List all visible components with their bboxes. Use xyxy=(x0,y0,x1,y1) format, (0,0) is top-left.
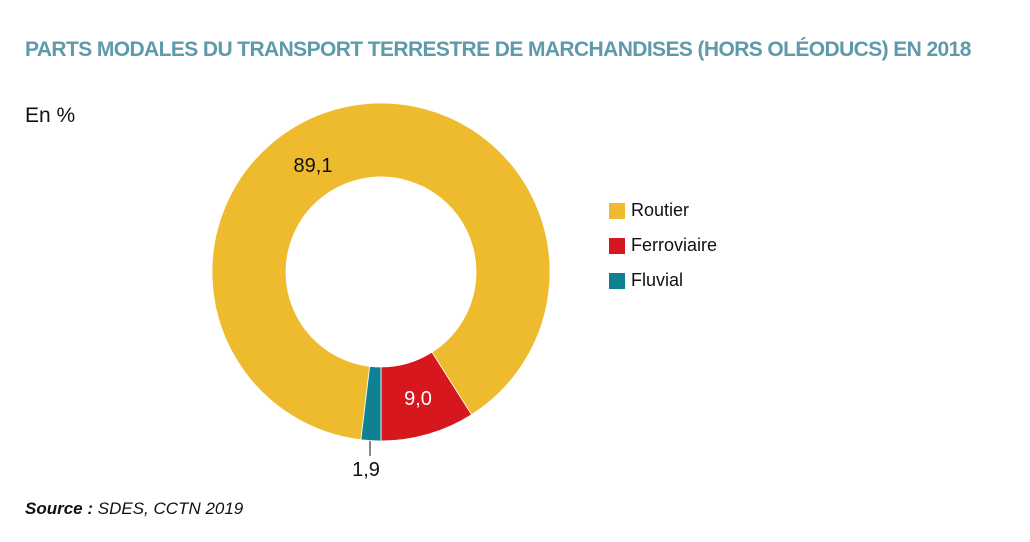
data-label-ferroviaire: 9,0 xyxy=(404,388,432,410)
source-text: SDES, CCTN 2019 xyxy=(97,499,244,518)
slice-routier xyxy=(211,102,551,441)
data-label-routier: 89,1 xyxy=(294,155,333,177)
chart-title: PARTS MODALES DU TRANSPORT TERRESTRE DE … xyxy=(25,38,971,61)
slice-fluvial xyxy=(360,365,382,442)
data-label-fluvial: 1,9 xyxy=(352,459,380,481)
legend-swatch-routier xyxy=(609,202,625,219)
legend: Routier Ferroviaire Fluvial xyxy=(609,193,717,298)
source-label: Source : xyxy=(25,499,94,518)
legend-label-ferroviaire: Ferroviaire xyxy=(631,235,718,255)
unit-label: En % xyxy=(25,104,76,127)
legend-label-routier: Routier xyxy=(631,200,690,220)
legend-label-fluvial: Fluvial xyxy=(631,270,684,290)
legend-item-fluvial: Fluvial xyxy=(609,263,717,298)
source-note: Source : SDES, CCTN 2019 xyxy=(25,499,243,519)
legend-swatch-fluvial xyxy=(609,272,625,289)
legend-item-ferroviaire: Ferroviaire xyxy=(609,228,717,263)
legend-item-routier: Routier xyxy=(609,193,717,228)
legend-swatch-ferroviaire xyxy=(609,237,625,254)
